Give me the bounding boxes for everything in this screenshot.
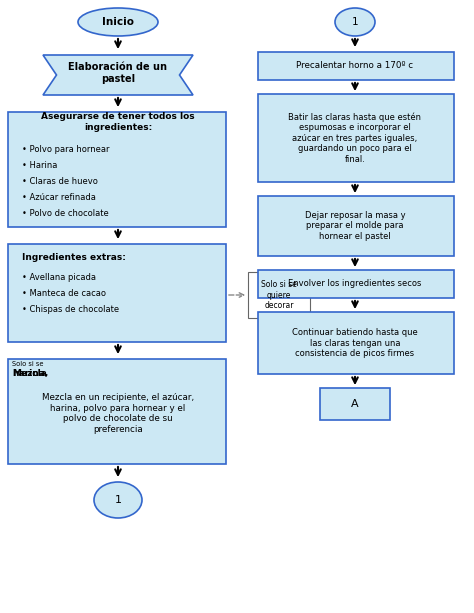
Bar	[320, 388, 390, 420]
Polygon shape	[43, 55, 193, 95]
Text: Solo si se: Solo si se	[12, 361, 44, 367]
Text: Solo si se
quiere
decorar: Solo si se quiere decorar	[261, 280, 297, 310]
Bar	[258, 94, 454, 182]
Text: Continuar batiendo hasta que
las claras tengan una
consistencia de picos firmes: Continuar batiendo hasta que las claras …	[292, 328, 418, 358]
Text: harina,: harina,	[12, 369, 48, 378]
Bar	[258, 270, 454, 298]
Bar	[248, 272, 310, 318]
Bar	[8, 244, 226, 342]
Text: Mezcla: Mezcla	[12, 369, 47, 378]
Text: • Claras de huevo: • Claras de huevo	[22, 177, 98, 186]
Text: Inicio: Inicio	[102, 17, 134, 27]
Bar	[258, 196, 454, 256]
Text: • Polvo de chocolate: • Polvo de chocolate	[22, 209, 109, 218]
Text: • Chispas de chocolate: • Chispas de chocolate	[22, 305, 119, 314]
Text: 1: 1	[115, 495, 121, 505]
Text: • Polvo para hornear: • Polvo para hornear	[22, 145, 109, 154]
Text: • Harina: • Harina	[22, 161, 57, 170]
Text: A: A	[351, 399, 359, 409]
Bar	[258, 52, 454, 80]
Text: Precalentar horno a 170º c: Precalentar horno a 170º c	[296, 61, 413, 70]
Ellipse shape	[78, 8, 158, 36]
Text: Mezcla en un recipiente, el azúcar,
harina, polvo para hornear y el
polvo de cho: Mezcla en un recipiente, el azúcar, hari…	[42, 394, 194, 434]
Text: • Manteca de cacao: • Manteca de cacao	[22, 289, 106, 298]
Text: Envolver los ingredientes secos: Envolver los ingredientes secos	[288, 280, 422, 289]
Text: • Azúcar refinada: • Azúcar refinada	[22, 193, 96, 202]
Text: Ingredientes extras:: Ingredientes extras:	[22, 253, 126, 262]
Text: Elaboración de un
pastel: Elaboración de un pastel	[69, 62, 167, 84]
Bar	[8, 112, 226, 227]
Text: • Avellana picada: • Avellana picada	[22, 273, 96, 282]
Text: Batir las claras hasta que estén
espumosas e incorporar el
azúcar en tres partes: Batir las claras hasta que estén espumos…	[289, 112, 421, 164]
Text: Asegurarse de tener todos los
ingredientes:: Asegurarse de tener todos los ingredient…	[41, 112, 195, 132]
Bar	[8, 359, 226, 464]
Ellipse shape	[335, 8, 375, 36]
Ellipse shape	[94, 482, 142, 518]
Text: 1: 1	[352, 17, 358, 27]
Text: Dejar reposar la masa y
preparar el molde para
hornear el pastel: Dejar reposar la masa y preparar el mold…	[305, 211, 405, 241]
Bar	[258, 312, 454, 374]
